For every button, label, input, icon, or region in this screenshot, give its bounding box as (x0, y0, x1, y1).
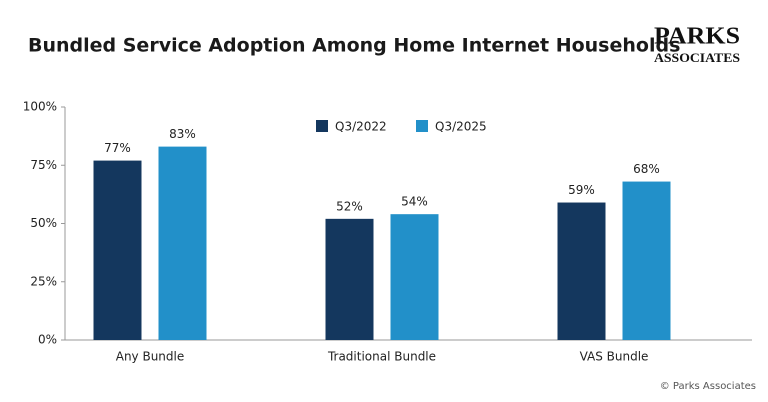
y-tick-label: 25% (30, 274, 57, 288)
y-tick-label: 75% (30, 158, 57, 172)
legend-swatch (416, 120, 428, 132)
value-label: 52% (336, 199, 363, 213)
legend-label: Q3/2022 (335, 120, 387, 134)
bar (93, 160, 142, 340)
footer: © Parks Associates (660, 381, 756, 392)
legend-label: Q3/2025 (435, 120, 487, 134)
x-tick-label: Any Bundle (116, 350, 185, 364)
value-label: 77% (104, 141, 131, 155)
chart-title: Bundled Service Adoption Among Home Inte… (28, 35, 680, 57)
bar (622, 181, 671, 340)
bar (557, 202, 606, 340)
value-label: 83% (169, 127, 196, 141)
y-tick-label: 0% (38, 333, 57, 347)
value-label: 59% (568, 183, 595, 197)
y-tick-label: 100% (23, 100, 57, 114)
value-label: 68% (633, 162, 660, 176)
value-label: 54% (401, 195, 428, 209)
bar (158, 146, 207, 340)
logo-line: ASSOCIATES (654, 50, 740, 65)
y-tick-label: 50% (30, 216, 57, 230)
logo-line: PARKS (654, 24, 740, 50)
legend-swatch (316, 120, 328, 132)
bar (390, 214, 439, 340)
bar (325, 218, 374, 340)
x-tick-label: Traditional Bundle (327, 350, 436, 364)
x-tick-label: VAS Bundle (580, 350, 649, 364)
